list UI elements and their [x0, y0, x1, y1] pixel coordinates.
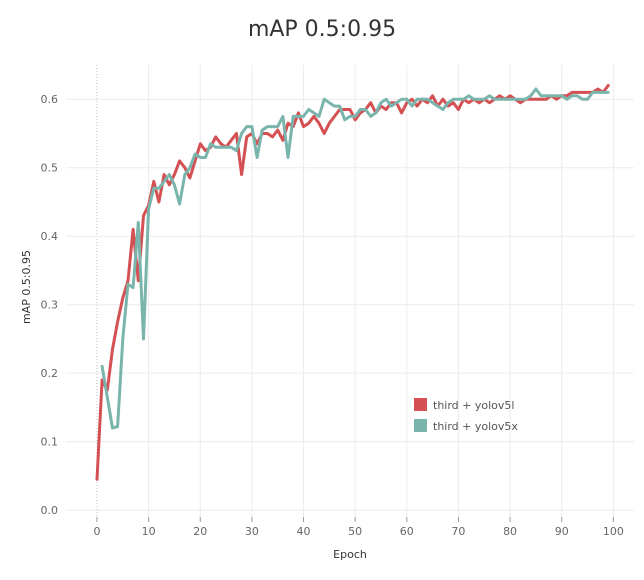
legend-item-2[interactable]: third + yolov5x: [414, 419, 518, 433]
y-tick-label: 0.1: [41, 436, 59, 449]
y-axis-label: mAP 0.5:0.95: [20, 250, 33, 324]
x-tick-label: 70: [451, 525, 465, 538]
chart-title: mAP 0.5:0.95: [248, 17, 396, 42]
x-axis-label: Epoch: [333, 548, 367, 561]
x-tick-label: 60: [400, 525, 414, 538]
legend[interactable]: third + yolov5l third + yolov5x: [414, 398, 518, 433]
x-tick-label: 30: [245, 525, 259, 538]
y-tick-label: 0.2: [41, 367, 59, 380]
y-tick-label: 0.3: [41, 299, 59, 312]
x-tick-label: 40: [297, 525, 311, 538]
y-tick-label: 0.4: [41, 230, 59, 243]
y-tick-label: 0.0: [41, 504, 59, 517]
x-tick-label: 90: [555, 525, 569, 538]
legend-label: third + yolov5l: [433, 399, 514, 412]
y-axis: 0.0 0.1 0.2 0.3 0.4 0.5 0.6: [41, 93, 59, 517]
legend-swatch: [414, 398, 427, 411]
y-tick-label: 0.5: [41, 162, 59, 175]
x-tick-label: 50: [348, 525, 362, 538]
y-tick-label: 0.6: [41, 93, 59, 106]
x-tick-label: 0: [93, 525, 100, 538]
legend-swatch: [414, 419, 427, 432]
x-tick-label: 100: [603, 525, 624, 538]
legend-item-1[interactable]: third + yolov5l: [414, 398, 514, 412]
x-axis: 0 10 20 30 40 50 60 70 80 90 100: [93, 517, 624, 538]
legend-label: third + yolov5x: [433, 420, 518, 433]
series-layer: [95, 84, 610, 481]
series-line-2: [100, 87, 610, 430]
x-tick-label: 20: [193, 525, 207, 538]
series-line-1: [95, 84, 610, 481]
x-tick-label: 80: [503, 525, 517, 538]
x-tick-label: 10: [142, 525, 156, 538]
grid: [66, 65, 634, 517]
